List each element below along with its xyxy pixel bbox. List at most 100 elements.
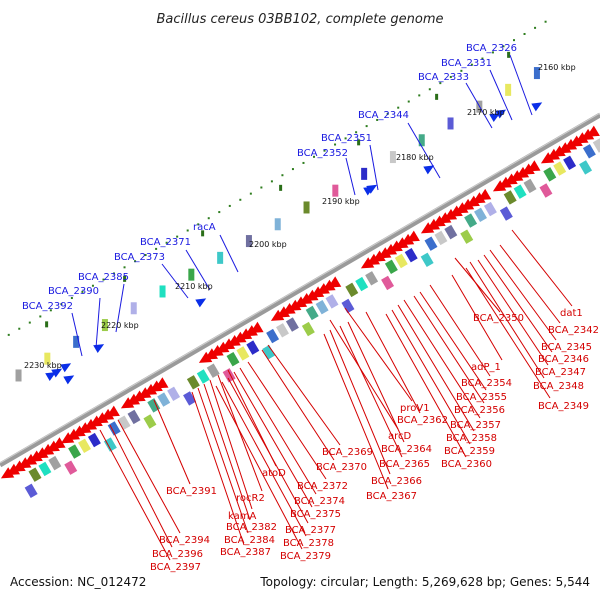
minus-gene-arrow [558,142,572,154]
gene-label-BCA_2333[interactable]: BCA_2333 [418,72,469,83]
minus-label-leader [347,321,405,443]
cog-block [447,117,454,130]
gene-label-racA[interactable]: racA [193,222,216,233]
minus-label-leader [339,325,403,458]
gene-label-BCA_2397[interactable]: BCA_2397 [150,562,201,573]
gene-label-BCA_2371[interactable]: BCA_2371 [140,237,191,248]
gene-label-adP_1[interactable]: adP_1 [471,362,501,373]
gene-label-BCA_2366[interactable]: BCA_2366 [371,476,422,487]
gene-label-BCA_2374[interactable]: BCA_2374 [294,496,345,507]
gene-label-BCA_2359[interactable]: BCA_2359 [444,446,495,457]
gene-label-BCA_2344[interactable]: BCA_2344 [358,110,409,121]
gene-label-BCA_2390[interactable]: BCA_2390 [48,286,99,297]
scale-dot [239,198,242,201]
minus-label-leader [397,304,475,432]
minus-gene-arrow [6,463,20,476]
gene-label-BCA_2360[interactable]: BCA_2360 [441,459,492,470]
label-leader-lines [71,54,573,561]
gene-label-BCA_2358[interactable]: BCA_2358 [446,433,497,444]
cog-block [381,275,395,291]
gene-label-dat1[interactable]: dat1 [560,308,583,319]
gene-label-BCA_2384[interactable]: BCA_2384 [224,535,275,546]
gene-label-BCA_2387[interactable]: BCA_2387 [220,547,271,558]
gene-label-BCA_2382[interactable]: BCA_2382 [226,522,277,533]
gene-label-arcD[interactable]: arcD [388,431,412,442]
gene-label-BCA_2348[interactable]: BCA_2348 [533,381,584,392]
gene-label-BCA_2352[interactable]: BCA_2352 [297,148,348,159]
minus-gene-arrow [132,390,146,402]
gene-label-BCA_2342[interactable]: BCA_2342 [548,325,599,336]
cog-block [592,138,600,153]
gene-label-rocR2[interactable]: rocR2 [236,493,265,504]
minus-label-leader [267,344,341,446]
gene-label-BCA_2362[interactable]: BCA_2362 [397,415,448,426]
gene-label-BCA_2351[interactable]: BCA_2351 [321,133,372,144]
plus-label-leader [407,122,441,179]
gene-label-BCA_2373[interactable]: BCA_2373 [114,252,165,263]
gene-label-BCA_2364[interactable]: BCA_2364 [381,444,432,455]
gene-label-BCA_2331[interactable]: BCA_2331 [441,58,492,69]
gene-label-BCA_2385[interactable]: BCA_2385 [78,272,129,283]
scale-dot [102,278,105,281]
minus-gene-arrow [52,437,66,449]
gene-label-proV1[interactable]: proV1 [400,403,430,414]
scale-dot [60,303,63,306]
kbp-label-2220: 2220 kbp [101,321,139,330]
cog-block [188,268,195,281]
cog-block [474,207,487,223]
minus-strand-gene-arrows [0,125,600,479]
gene-label-BCA_2391[interactable]: BCA_2391 [166,486,217,497]
minus-gene-arrow [510,170,524,182]
scale-dot [70,297,73,300]
cog-block [274,218,281,231]
gene-label-BCA_2394[interactable]: BCA_2394 [159,535,210,546]
gene-label-BCA_2375[interactable]: BCA_2375 [290,509,341,520]
cog-block [206,363,220,378]
scale-dot [144,254,147,257]
gene-label-BCA_2355[interactable]: BCA_2355 [456,392,507,403]
minus-label-leader [483,254,553,353]
gene-label-BCA_2326[interactable]: BCA_2326 [466,43,517,54]
gene-label-BCA_2365[interactable]: BCA_2365 [379,459,430,470]
gene-label-kamA[interactable]: kamA [228,511,256,522]
cog-block [315,300,329,315]
plus-gene-arrow [489,113,501,122]
minus-gene-arrow [216,341,230,353]
gene-label-BCA_2345[interactable]: BCA_2345 [541,342,592,353]
gene-label-atoD[interactable]: atoD [262,468,286,479]
gene-label-BCA_2354[interactable]: BCA_2354 [461,378,512,389]
minus-gene-arrow [120,397,135,409]
scale-dot [355,131,358,134]
scale-dot [281,174,284,177]
plus-gene-arrow [495,109,507,119]
cog-block [28,467,42,482]
gene-label-BCA_2372[interactable]: BCA_2372 [297,481,348,492]
minus-gene-arrow [546,148,560,161]
cog-block [103,437,117,452]
cog-block [533,67,540,80]
gene-label-BCA_2350[interactable]: BCA_2350 [473,313,524,324]
cog-block [38,461,52,477]
gene-label-BCA_2369[interactable]: BCA_2369 [322,447,373,458]
gene-label-BCA_2377[interactable]: BCA_2377 [285,525,336,536]
kbp-label-2170: 2170 kbp [467,108,505,117]
gene-label-BCA_2392[interactable]: BCA_2392 [22,301,73,312]
gene-label-BCA_2356[interactable]: BCA_2356 [454,405,505,416]
gene-label-BCA_2379[interactable]: BCA_2379 [280,551,331,562]
cog-block [68,444,82,459]
gene-label-BCA_2347[interactable]: BCA_2347 [535,367,586,378]
gene-label-BCA_2378[interactable]: BCA_2378 [283,538,334,549]
cog-block [355,276,369,292]
scale-tick [435,93,439,100]
gene-label-BCA_2357[interactable]: BCA_2357 [450,420,501,431]
minus-gene-arrow [293,296,308,308]
gene-label-BCA_2396[interactable]: BCA_2396 [152,549,203,560]
scale-dot [470,63,473,66]
gene-label-BCA_2346[interactable]: BCA_2346 [538,354,589,365]
scale-dot [260,186,263,189]
gene-label-BCA_2367[interactable]: BCA_2367 [366,491,417,502]
gene-label-BCA_2349[interactable]: BCA_2349 [538,401,589,412]
cog-block [127,409,141,425]
scale-dot [28,321,31,324]
gene-label-BCA_2370[interactable]: BCA_2370 [316,462,367,473]
